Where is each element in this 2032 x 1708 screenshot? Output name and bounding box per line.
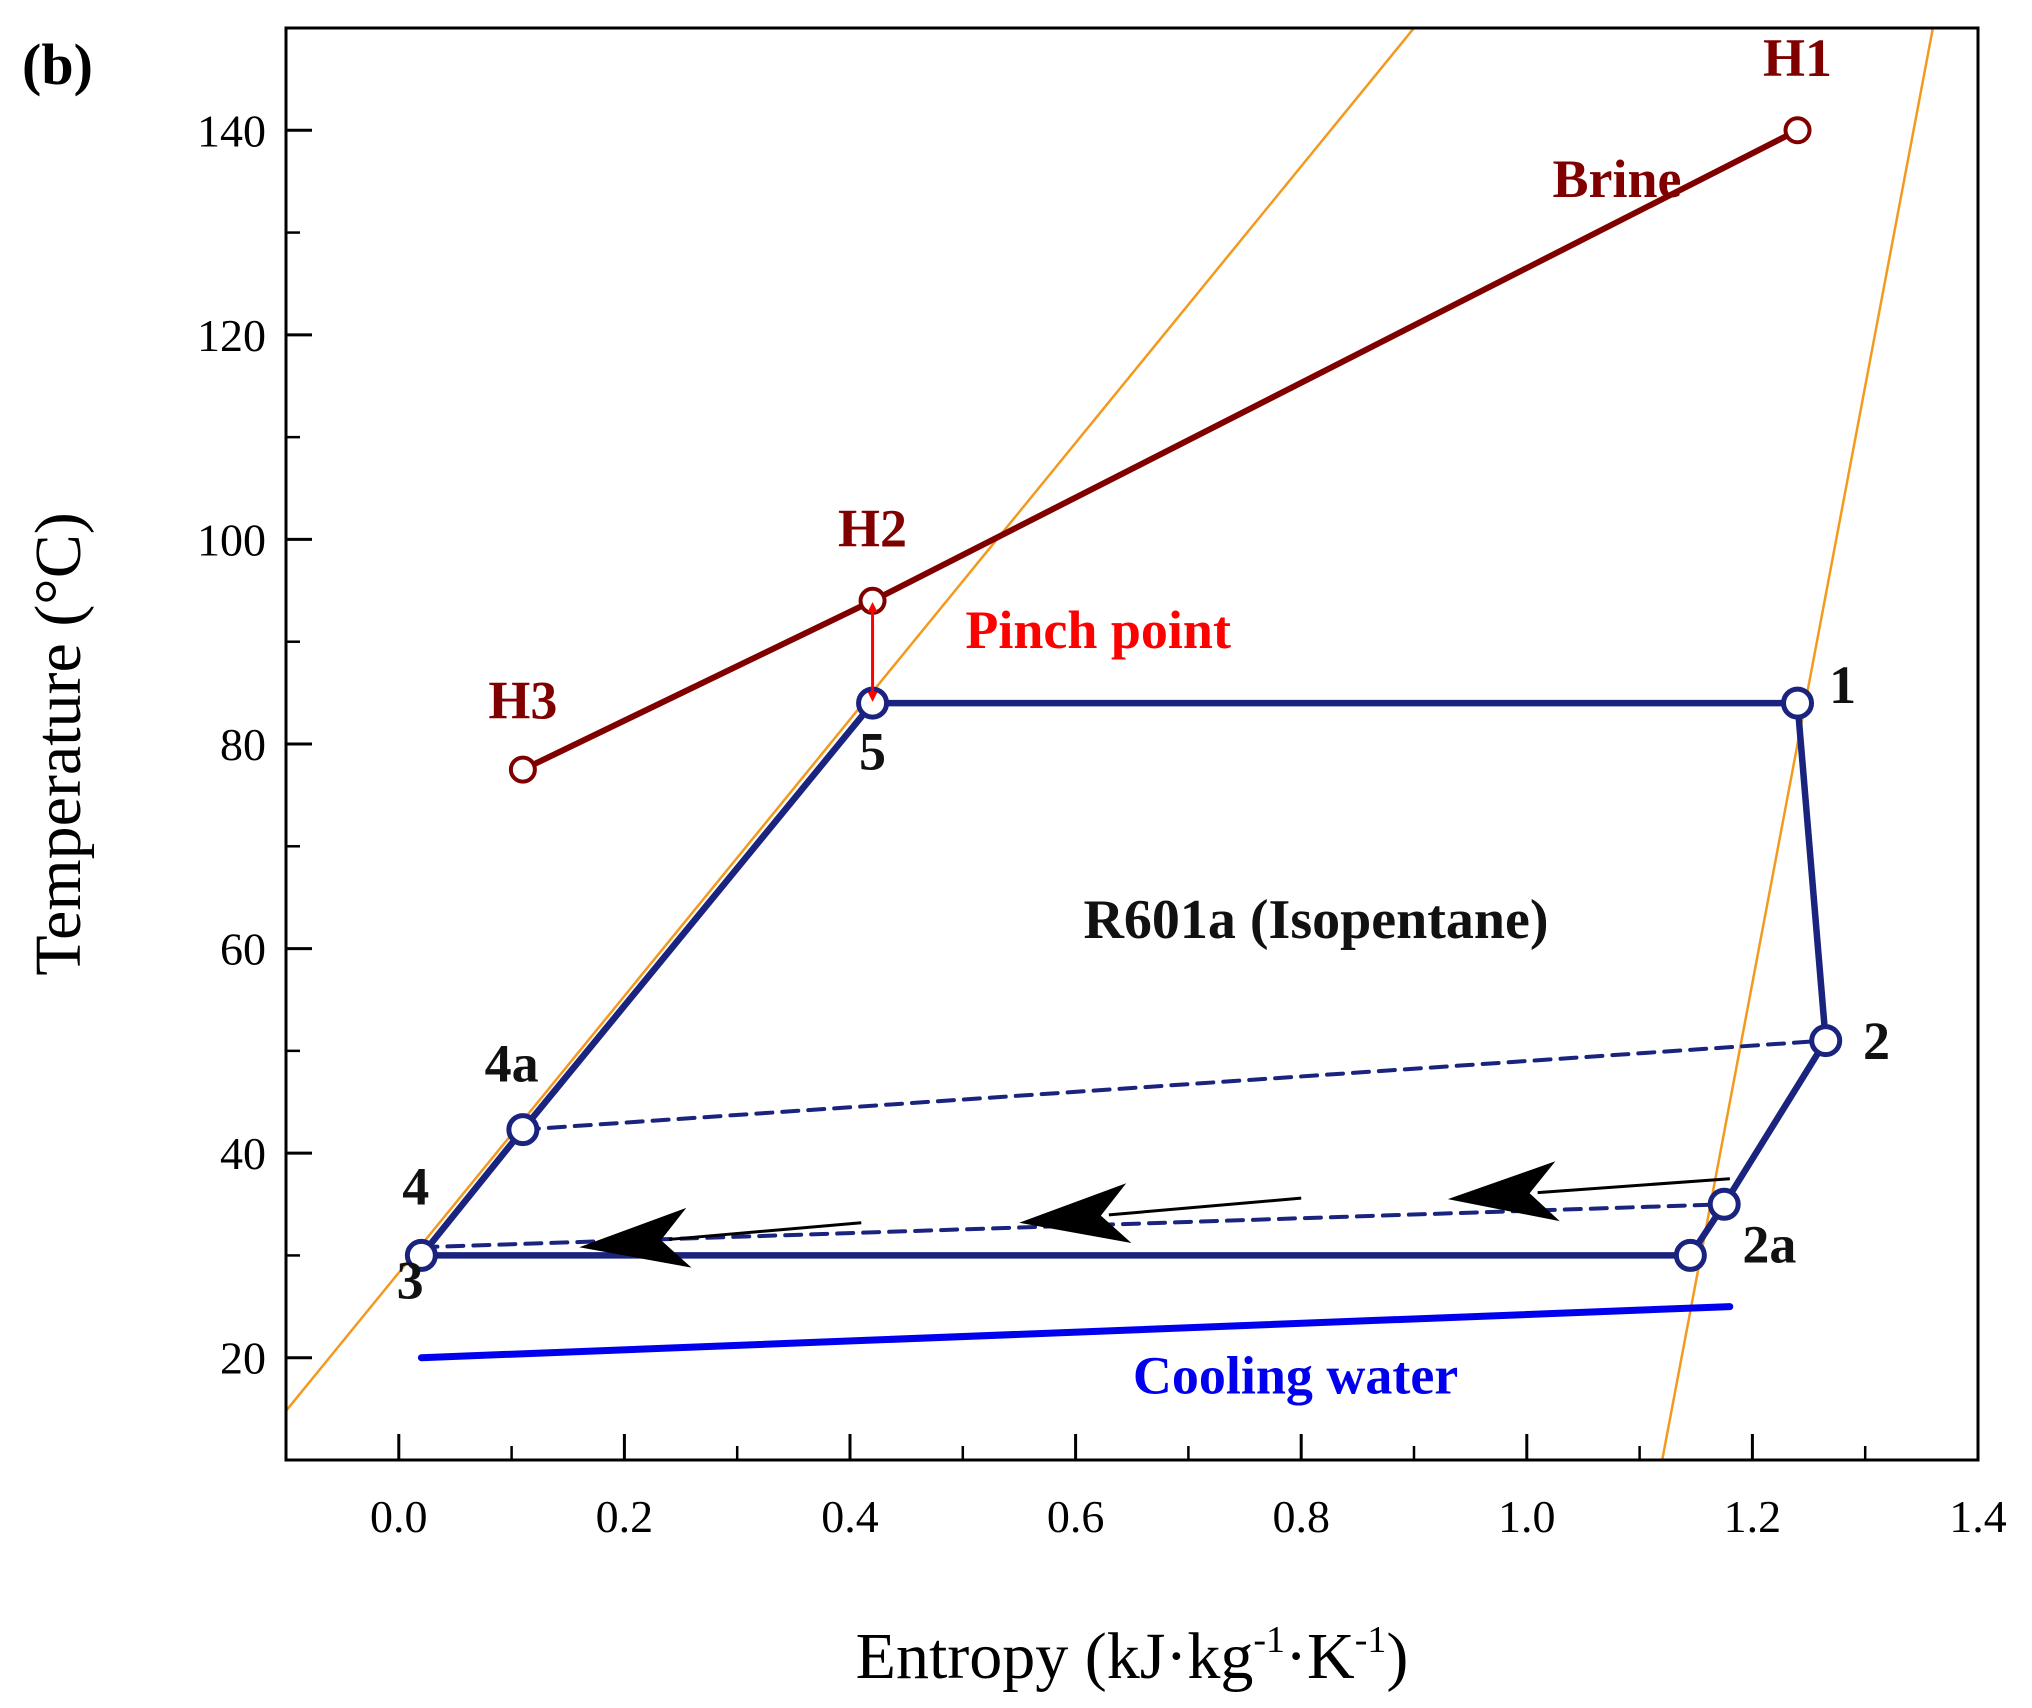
x-axis-title-sup1: -1: [1253, 1619, 1285, 1661]
y-tick-label: 80: [220, 719, 266, 770]
y-tick-label: 100: [197, 514, 266, 565]
x-axis-title-mid: ·K: [1285, 1620, 1355, 1693]
annotation-h1: H1: [1763, 28, 1832, 88]
annotation-3: 3: [397, 1250, 424, 1310]
brine-point: [508, 755, 537, 784]
series-cooling-water: [417, 1303, 1734, 1362]
series-saturation-curve-liquid: [286, 28, 1416, 1413]
annotation-pinch-point: Pinch point: [965, 600, 1231, 660]
brine-point: [858, 586, 887, 615]
x-tick-label: 0.2: [596, 1491, 654, 1542]
flow-arrow-head: [1019, 1183, 1132, 1244]
y-tick-label: 120: [197, 310, 266, 361]
annotation-2: 2: [1863, 1011, 1890, 1071]
annotation-h2: H2: [838, 499, 907, 559]
annotation-4a: 4a: [485, 1034, 539, 1094]
x-axis-title-end: ): [1386, 1620, 1408, 1693]
flow-arrow-head: [1447, 1161, 1560, 1222]
x-tick-label: 1.4: [1949, 1491, 2007, 1542]
fluid-label: R601a (Isopentane): [1083, 889, 1548, 951]
annotation-cooling-water: Cooling water: [1133, 1346, 1458, 1406]
cycle-point: [1809, 1024, 1843, 1058]
panel-label: (b): [22, 32, 93, 97]
cycle-point: [1707, 1187, 1741, 1221]
flow-arrow-shaft: [1537, 1177, 1730, 1195]
x-tick-label: 0.8: [1272, 1491, 1330, 1542]
x-tick-label: 0.0: [370, 1491, 428, 1542]
annotation-brine: Brine: [1553, 149, 1682, 209]
x-tick-label: 0.6: [1047, 1491, 1105, 1542]
x-tick-label: 1.2: [1724, 1491, 1782, 1542]
annotation-5: 5: [859, 722, 886, 782]
cycle-point: [856, 686, 890, 720]
x-tick-label: 0.4: [821, 1491, 879, 1542]
flow-arrow-shaft: [668, 1221, 862, 1241]
x-axis-title-main: Entropy (kJ·kg: [856, 1620, 1254, 1693]
annotation-2a: 2a: [1742, 1215, 1796, 1275]
brine-point: [1783, 116, 1812, 145]
y-tick-label: 140: [197, 105, 266, 156]
x-axis-title: Entropy (kJ·kg-1·K-1): [856, 1619, 1409, 1693]
cycle-point: [1673, 1238, 1707, 1272]
y-axis-title: Temperature (°C): [22, 512, 95, 975]
y-tick-label: 60: [220, 924, 266, 975]
cycle-point: [1781, 686, 1815, 720]
series-regenerator-hot-side: [520, 1038, 1828, 1132]
annotation-h3: H3: [488, 670, 557, 730]
axis-layer: 0.0 0.2 0.4 0.6 0.8 1.0 1.2 1.42040608010012014…: [197, 26, 2007, 1542]
annotation-1: 1: [1829, 655, 1856, 715]
label-layer: H1 Brine H2 H3 Pinch point 1 2 2a 3 4 4a 5 Cooling w…: [397, 28, 1890, 1405]
marker-layer: [404, 116, 1843, 1272]
flow-arrow-head: [579, 1207, 692, 1268]
series-brine: [519, 127, 1801, 773]
flow-arrow-shaft: [1108, 1196, 1302, 1217]
y-tick-label: 20: [220, 1333, 266, 1384]
series-r601a-cycle: [418, 699, 1829, 1259]
annotation-4: 4: [402, 1156, 429, 1216]
cycle-point: [506, 1113, 540, 1147]
cycle-point: [404, 1238, 438, 1272]
series-saturation-curve-vapor: [1660, 28, 1935, 1460]
y-tick-label: 40: [220, 1128, 266, 1179]
x-axis-title-sup2: -1: [1355, 1619, 1387, 1661]
x-tick-label: 1.0: [1498, 1491, 1556, 1542]
